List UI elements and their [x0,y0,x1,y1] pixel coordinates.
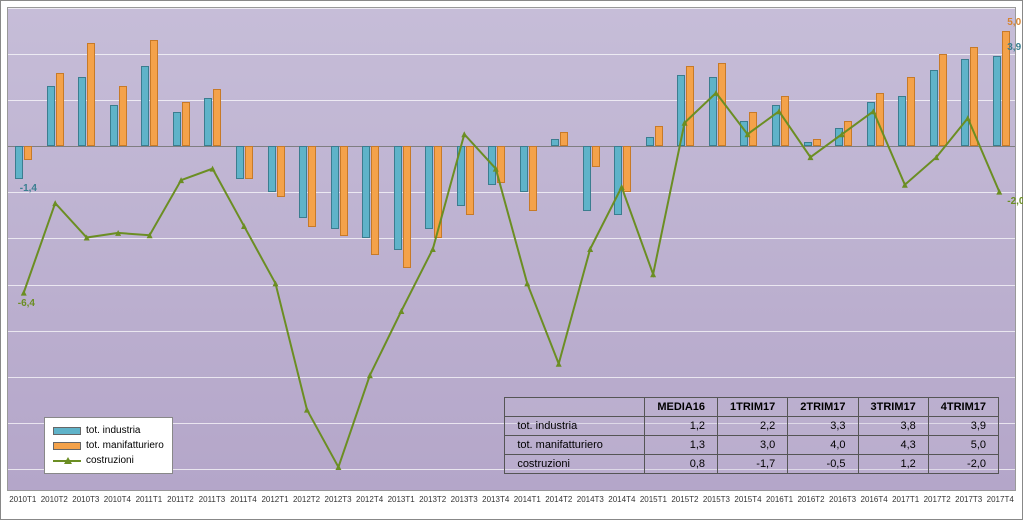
table-col-header: 2TRIM17 [788,398,858,417]
x-tick: 2017T1 [890,495,922,513]
x-tick: 2016T1 [764,495,796,513]
x-tick: 2015T4 [732,495,764,513]
table-cell: 1,3 [645,436,718,455]
table-cell: 3,9 [928,417,998,436]
table-col-header: MEDIA16 [645,398,718,417]
value-label: -1,4 [20,183,37,194]
table-col-header [505,398,645,417]
table-cell: 3,8 [858,417,928,436]
table-row-head: tot. industria [505,417,645,436]
x-tick: 2014T1 [512,495,544,513]
x-tick: 2013T4 [480,495,512,513]
table-cell: 2,2 [718,417,788,436]
legend-item: tot. industria [53,423,164,438]
value-label: 5,0 [1007,17,1021,28]
x-tick: 2012T1 [259,495,291,513]
x-tick: 2016T3 [827,495,859,513]
table-header-row: MEDIA161TRIM172TRIM173TRIM174TRIM17 [505,398,999,417]
table-row-head: costruzioni [505,455,645,474]
legend: tot. industria tot. manifatturiero costruz… [44,417,173,474]
x-tick: 2011T3 [196,495,228,513]
x-tick: 2010T3 [70,495,102,513]
x-axis: 2010T12010T22010T32010T42011T12011T22011… [7,495,1016,513]
data-table: MEDIA161TRIM172TRIM173TRIM174TRIM17 tot.… [504,397,999,474]
x-tick: 2016T2 [795,495,827,513]
x-tick: 2016T4 [858,495,890,513]
x-tick: 2015T2 [669,495,701,513]
legend-item: tot. manifatturiero [53,438,164,453]
legend-swatch [53,427,81,435]
x-tick: 2013T1 [385,495,417,513]
x-tick: 2012T2 [291,495,323,513]
x-tick: 2015T1 [638,495,670,513]
x-tick: 2017T4 [984,495,1016,513]
x-tick: 2017T3 [953,495,985,513]
plot-area: 3,95,0-2,0-6,4-1,4 tot. industriatot. ma… [7,7,1016,491]
legend-item: costruzioni [53,453,164,468]
table-row-head: tot. manifatturiero [505,436,645,455]
table-row: costruzioni0,8-1,7-0,51,2-2,0 [505,455,999,474]
legend-swatch [53,457,81,465]
value-label: -2,0 [1007,196,1023,207]
table-cell: 1,2 [858,455,928,474]
legend-swatch [53,442,81,450]
x-tick: 2014T2 [543,495,575,513]
table-cell: 1,2 [645,417,718,436]
x-tick: 2014T3 [575,495,607,513]
x-tick: 2015T3 [701,495,733,513]
table-cell: 5,0 [928,436,998,455]
table-row: tot. manifatturiero1,33,04,04,35,0 [505,436,999,455]
table-cell: 3,3 [788,417,858,436]
x-tick: 2013T3 [448,495,480,513]
legend-label: tot. industria [86,425,140,436]
table-col-header: 1TRIM17 [718,398,788,417]
table-row: tot. industria1,22,23,33,83,9 [505,417,999,436]
x-tick: 2010T1 [7,495,39,513]
table-cell: -0,5 [788,455,858,474]
x-tick: 2013T2 [417,495,449,513]
table-col-header: 3TRIM17 [858,398,928,417]
table-cell: -1,7 [718,455,788,474]
x-tick: 2011T2 [165,495,197,513]
value-label: 3,9 [1007,42,1021,53]
legend-label: costruzioni [86,455,134,466]
legend-label: tot. manifatturiero [86,440,164,451]
table-col-header: 4TRIM17 [928,398,998,417]
value-label: -6,4 [18,298,35,309]
x-tick: 2011T4 [228,495,260,513]
x-tick: 2012T3 [322,495,354,513]
chart-container: 3,95,0-2,0-6,4-1,4 tot. industriatot. ma… [0,0,1023,520]
x-tick: 2010T4 [102,495,134,513]
table-cell: -2,0 [928,455,998,474]
x-tick: 2010T2 [39,495,71,513]
x-tick: 2017T2 [921,495,953,513]
x-tick: 2014T4 [606,495,638,513]
table-cell: 0,8 [645,455,718,474]
table-cell: 4,3 [858,436,928,455]
x-tick: 2011T1 [133,495,165,513]
table-cell: 4,0 [788,436,858,455]
table-cell: 3,0 [718,436,788,455]
x-tick: 2012T4 [354,495,386,513]
